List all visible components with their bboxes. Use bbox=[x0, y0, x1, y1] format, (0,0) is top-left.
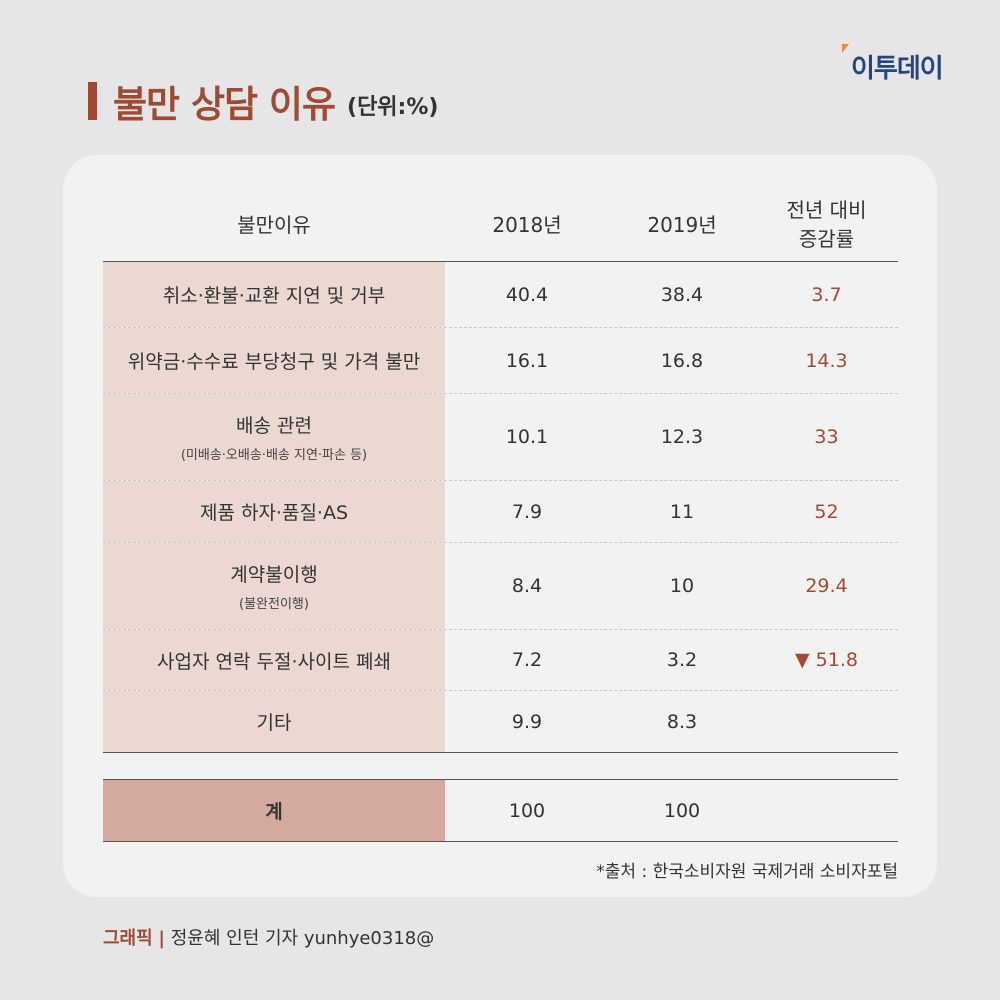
reason-text: 계약불이행 bbox=[230, 564, 318, 586]
change-value: 33 bbox=[814, 426, 839, 448]
reason-text: 취소·환불·교환 지연 및 거부 bbox=[162, 285, 386, 307]
table-row: 기타 9.9 8.3 bbox=[103, 691, 898, 753]
header-change-line1: 전년 대비 bbox=[786, 198, 867, 222]
change-value: 52 bbox=[814, 500, 839, 523]
value-2018: 16.1 bbox=[505, 349, 549, 372]
page-title: 불만 상담 이유 (단위:%) bbox=[88, 74, 438, 128]
total-2019: 100 bbox=[663, 799, 701, 822]
title-bar bbox=[88, 82, 97, 120]
total-row: 계 100 100 bbox=[103, 779, 898, 842]
change-value: ▼ 51.8 bbox=[795, 649, 858, 671]
table-row: 위약금·수수료 부당청구 및 가격 불만 16.1 16.8 14.3 bbox=[103, 328, 898, 394]
value-2019: 38.4 bbox=[660, 283, 704, 306]
value-2018: 10.1 bbox=[505, 426, 549, 448]
logo-text: 이투데이 bbox=[851, 54, 944, 84]
value-2019: 8.3 bbox=[666, 710, 698, 733]
value-2019: 10 bbox=[669, 575, 695, 597]
value-2018: 7.2 bbox=[511, 649, 543, 671]
table-row: 제품 하자·품질·AS 7.9 11 52 bbox=[103, 481, 898, 543]
reason-cell: 위약금·수수료 부당청구 및 가격 불만 bbox=[103, 328, 445, 393]
table-row: 취소·환불·교환 지연 및 거부 40.4 38.4 3.7 bbox=[103, 262, 898, 328]
total-2018: 100 bbox=[508, 799, 546, 822]
value-2018: 8.4 bbox=[511, 575, 543, 597]
value-2018: 40.4 bbox=[505, 283, 549, 306]
logo-mark-icon bbox=[842, 44, 849, 53]
value-2018: 9.9 bbox=[511, 710, 543, 733]
value-2019: 11 bbox=[669, 500, 695, 523]
logo: 이투데이 bbox=[842, 44, 944, 85]
reason-text: 배송 관련 bbox=[236, 415, 312, 437]
change-value: 14.3 bbox=[805, 349, 848, 372]
reason-text: 위약금·수수료 부당청구 및 가격 불만 bbox=[127, 351, 421, 373]
header-2019: 2019년 bbox=[647, 212, 717, 237]
reason-text: 기타 bbox=[256, 712, 292, 734]
reason-cell: 제품 하자·품질·AS bbox=[103, 481, 445, 542]
total-label: 계 bbox=[103, 780, 445, 841]
table-row: 계약불이행 (불완전이행) 8.4 10 29.4 bbox=[103, 543, 898, 630]
reason-cell: 취소·환불·교환 지연 및 거부 bbox=[103, 262, 445, 327]
value-2019: 12.3 bbox=[660, 426, 704, 448]
table-row: 배송 관련 (미배송·오배송·배송 지연·파손 등) 10.1 12.3 33 bbox=[103, 394, 898, 481]
change-value: 3.7 bbox=[811, 283, 842, 306]
value-2019: 3.2 bbox=[666, 649, 698, 671]
reason-subtext: (미배송·오배송·배송 지연·파손 등) bbox=[180, 448, 368, 463]
reason-text: 제품 하자·품질·AS bbox=[199, 502, 349, 524]
table-row: 사업자 연락 두절·사이트 폐쇄 7.2 3.2 ▼ 51.8 bbox=[103, 630, 898, 691]
credit-label: 그래픽 bbox=[103, 928, 153, 949]
header-reason: 불만이유 bbox=[237, 212, 311, 237]
source-note: *출처 : 한국소비자원 국제거래 소비자포털 bbox=[596, 862, 898, 882]
reason-cell: 계약불이행 (불완전이행) bbox=[103, 543, 445, 629]
reason-subtext: (불완전이행) bbox=[239, 597, 309, 612]
change-value: 29.4 bbox=[805, 575, 848, 597]
value-2019: 16.8 bbox=[660, 349, 704, 372]
reason-cell: 배송 관련 (미배송·오배송·배송 지연·파손 등) bbox=[103, 394, 445, 480]
reason-cell: 사업자 연락 두절·사이트 폐쇄 bbox=[103, 630, 445, 690]
title-text: 불만 상담 이유 bbox=[113, 83, 336, 126]
unit-label: (단위:%) bbox=[347, 95, 439, 120]
header-change-line2: 증감률 bbox=[798, 227, 855, 251]
credit: 그래픽 | 정윤혜 인턴 기자 yunhye0318@ bbox=[103, 928, 435, 949]
reason-cell: 기타 bbox=[103, 691, 445, 752]
credit-text: 정윤혜 인턴 기자 yunhye0318@ bbox=[170, 928, 435, 949]
value-2018: 7.9 bbox=[511, 500, 543, 523]
header-2018: 2018년 bbox=[492, 212, 562, 237]
reason-text: 사업자 연락 두절·사이트 폐쇄 bbox=[157, 650, 391, 673]
